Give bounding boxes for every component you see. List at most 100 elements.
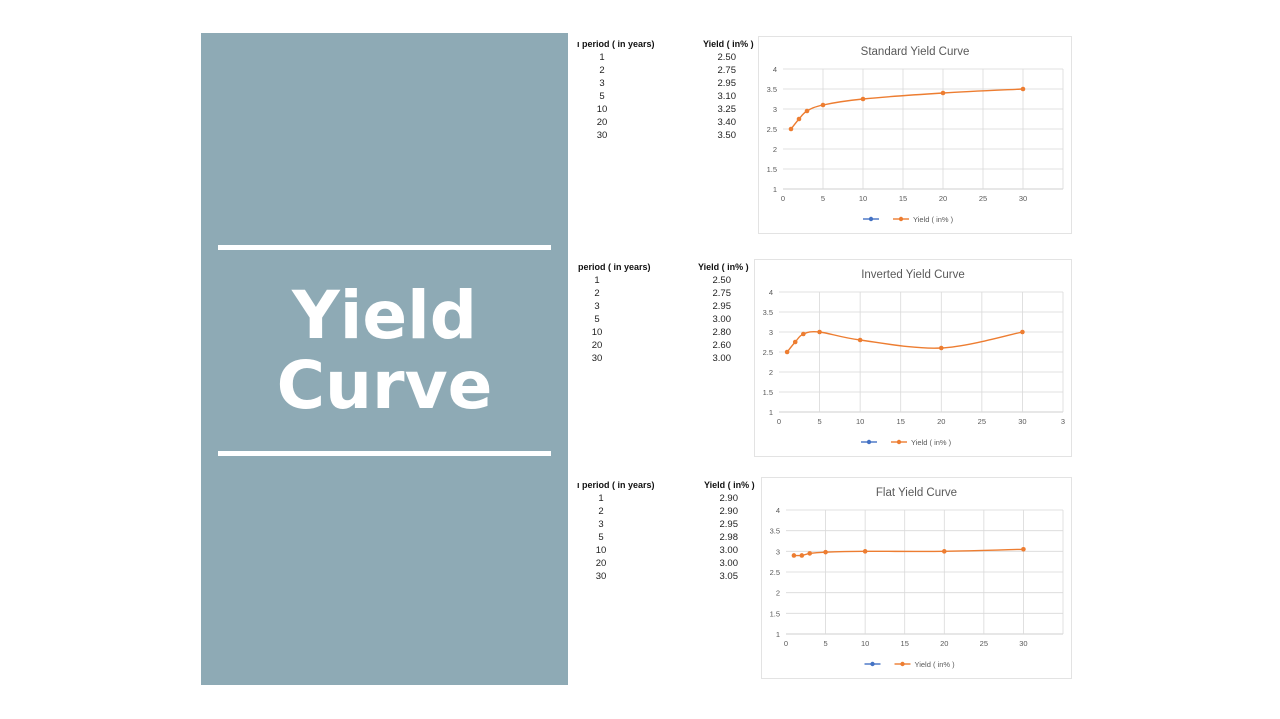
flat-section: ı period ( in years) Yield ( in% ) 1 2.9… [568, 477, 1072, 682]
inverted-chart: Inverted Yield Curve 1 1.5 2 2.5 3 3.5 4 0 5 10 15 2… [754, 259, 1072, 457]
x-tick-label: 10 [861, 639, 869, 648]
y-tick-label: 4 [773, 65, 777, 74]
data-point [1020, 329, 1025, 335]
data-point [941, 549, 947, 554]
table-cell-period: 5 [594, 314, 600, 325]
table-cell-period: 1 [599, 52, 605, 63]
table-cell-yield: 2.75 [712, 288, 732, 299]
x-tick-label: 25 [979, 194, 987, 203]
standard-section: ı period ( in years) Yield ( in% ) 1 2.5… [568, 36, 1072, 236]
y-tick-label: 2 [773, 145, 777, 154]
table-cell-yield: 2.95 [717, 78, 737, 89]
data-point [784, 349, 790, 355]
y-tick-label: 3.5 [763, 308, 773, 317]
flat-chart: Flat Yield Curve 1 1.5 2 2.5 3 3.5 4 0 5 10 15 20 25 3… [761, 477, 1072, 679]
y-tick-label: 1 [769, 408, 773, 417]
table-cell-yield: 2.95 [719, 519, 739, 530]
y-tick-label: 1 [773, 185, 777, 194]
x-tick-label: 5 [817, 417, 821, 426]
slide-title-line2: Curve [276, 347, 493, 424]
yield-header: Yield ( in% ) [703, 39, 754, 49]
flat-chart-svg: Flat Yield Curve 1 1.5 2 2.5 3 3.5 4 0 5 10 15 20 25 3… [770, 487, 1064, 669]
data-point [857, 337, 863, 343]
y-tick-label: 4 [769, 288, 773, 297]
table-cell-yield: 2.98 [719, 532, 739, 543]
data-point [804, 108, 810, 114]
table-cell-yield: 2.50 [712, 275, 732, 286]
data-point [1020, 86, 1026, 92]
x-tick-label: 3 [1061, 417, 1065, 426]
y-tick-label: 3 [776, 547, 780, 556]
x-tick-label: 25 [980, 639, 988, 648]
table-cell-yield: 2.60 [712, 340, 732, 351]
bottom-divider [218, 451, 551, 456]
data-point [823, 549, 828, 555]
x-tick-label: 20 [939, 194, 947, 203]
table-cell-period: 5 [599, 91, 605, 102]
table-cell-period: 20 [591, 340, 603, 351]
data-point [799, 553, 805, 558]
table-cell-yield: 3.00 [712, 314, 732, 325]
table-cell-period: 30 [595, 571, 607, 582]
table-cell-yield: 2.90 [719, 493, 739, 504]
table-cell-period: 2 [599, 65, 605, 76]
legend-marker [900, 661, 905, 667]
table-cell-period: 2 [598, 506, 604, 517]
table-cell-yield: 2.80 [712, 327, 732, 338]
table-cell-period: 10 [595, 545, 607, 556]
x-tick-label: 10 [859, 194, 867, 203]
x-tick-label: 20 [937, 417, 945, 426]
data-point [801, 331, 806, 337]
y-tick-label: 3.5 [770, 527, 780, 536]
table-cell-yield: 3.40 [717, 117, 737, 128]
data-point [817, 329, 822, 335]
y-tick-label: 1.5 [770, 609, 780, 618]
table-cell-yield: 2.75 [717, 65, 737, 76]
table-cell-period: 3 [594, 301, 600, 312]
y-tick-label: 1.5 [767, 165, 777, 174]
legend-marker [896, 439, 902, 445]
table-cell-yield: 2.95 [712, 301, 732, 312]
table-cell-yield: 3.05 [719, 571, 739, 582]
legend-marker [868, 216, 874, 222]
legend-marker [866, 439, 872, 445]
series-line [786, 330, 1023, 353]
period-header: period ( in years) [578, 262, 651, 272]
data-point [938, 345, 944, 351]
slide-title: Yield Curve [201, 281, 568, 421]
table-cell-period: 2 [594, 288, 600, 299]
table-cell-period: 3 [599, 78, 605, 89]
top-divider [218, 245, 551, 250]
table-cell-period: 10 [596, 104, 608, 115]
period-header: ı period ( in years) [577, 39, 655, 49]
y-tick-label: 1.5 [763, 388, 773, 397]
title-panel: Yield Curve [201, 33, 568, 685]
table-cell-period: 5 [598, 532, 604, 543]
data-point [862, 549, 868, 554]
data-point [1021, 546, 1026, 552]
x-tick-label: 15 [901, 639, 909, 648]
table-cell-yield: 3.50 [717, 130, 737, 141]
data-point [796, 116, 802, 122]
legend-label: Yield ( in% ) [911, 438, 952, 447]
chart-title: Inverted Yield Curve [861, 269, 965, 281]
table-cell-yield: 3.00 [719, 558, 739, 569]
x-tick-label: 5 [821, 194, 825, 203]
table-cell-yield: 3.10 [717, 91, 737, 102]
x-tick-label: 20 [940, 639, 948, 648]
data-point [860, 96, 866, 102]
series-line [793, 548, 1024, 557]
table-cell-yield: 3.00 [712, 353, 732, 364]
data-point [792, 339, 798, 345]
table-cell-yield: 3.25 [717, 104, 737, 115]
y-tick-label: 3 [769, 328, 773, 337]
table-cell-period: 30 [596, 130, 608, 141]
table-cell-yield: 2.50 [717, 52, 737, 63]
x-tick-label: 0 [777, 417, 781, 426]
x-tick-label: 0 [781, 194, 785, 203]
x-tick-label: 0 [784, 639, 788, 648]
table-cell-period: 20 [596, 117, 608, 128]
table-cell-period: 20 [595, 558, 607, 569]
y-tick-label: 1 [776, 630, 780, 639]
period-header: ı period ( in years) [577, 480, 655, 490]
